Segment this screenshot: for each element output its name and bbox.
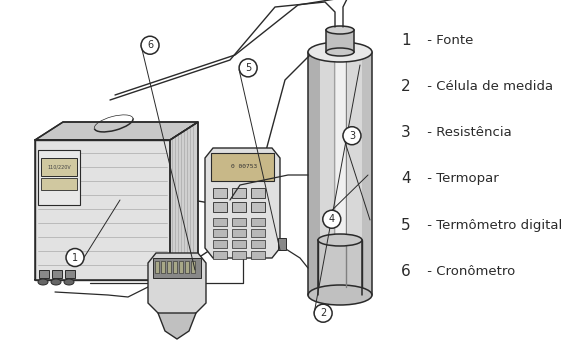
Text: 1: 1 bbox=[72, 253, 78, 262]
Text: 1: 1 bbox=[401, 32, 411, 48]
Circle shape bbox=[66, 248, 84, 267]
Bar bbox=[179, 261, 183, 273]
Circle shape bbox=[314, 304, 332, 322]
Polygon shape bbox=[308, 52, 372, 295]
Text: 5: 5 bbox=[245, 63, 251, 73]
Bar bbox=[41, 158, 77, 176]
Bar bbox=[173, 261, 177, 273]
Bar bbox=[232, 229, 246, 237]
Bar bbox=[211, 153, 274, 181]
Bar bbox=[153, 258, 201, 278]
Polygon shape bbox=[336, 52, 348, 295]
Polygon shape bbox=[170, 122, 198, 280]
Bar bbox=[232, 188, 246, 198]
Polygon shape bbox=[308, 52, 320, 295]
Bar bbox=[52, 270, 62, 278]
Text: - Fonte: - Fonte bbox=[423, 33, 473, 47]
Text: - Cronômetro: - Cronômetro bbox=[423, 265, 515, 278]
Text: 3: 3 bbox=[349, 131, 355, 141]
Circle shape bbox=[323, 210, 341, 228]
Bar bbox=[251, 251, 265, 259]
Circle shape bbox=[141, 36, 159, 54]
Text: 6: 6 bbox=[147, 40, 153, 50]
Ellipse shape bbox=[326, 26, 354, 34]
Bar bbox=[65, 270, 75, 278]
Text: - Resistência: - Resistência bbox=[423, 126, 512, 139]
Bar bbox=[251, 188, 265, 198]
Text: - Termopar: - Termopar bbox=[423, 172, 499, 185]
Circle shape bbox=[239, 59, 257, 77]
Polygon shape bbox=[205, 148, 280, 258]
Polygon shape bbox=[318, 240, 362, 295]
Text: - Célula de medida: - Célula de medida bbox=[423, 80, 553, 93]
Bar bbox=[251, 229, 265, 237]
Text: 0 00753: 0 00753 bbox=[231, 165, 257, 169]
Text: 4: 4 bbox=[401, 171, 411, 187]
Bar bbox=[232, 251, 246, 259]
Polygon shape bbox=[35, 122, 198, 140]
Bar bbox=[251, 218, 265, 226]
Polygon shape bbox=[158, 313, 196, 339]
Ellipse shape bbox=[38, 279, 48, 285]
Bar bbox=[38, 150, 80, 205]
Bar bbox=[167, 261, 171, 273]
Text: 110/220V: 110/220V bbox=[47, 165, 71, 169]
Polygon shape bbox=[362, 52, 372, 295]
Bar bbox=[213, 218, 227, 226]
Bar bbox=[39, 270, 49, 278]
Text: 4: 4 bbox=[329, 214, 335, 224]
Bar bbox=[41, 178, 77, 190]
Text: - Termômetro digital: - Termômetro digital bbox=[423, 219, 562, 232]
Bar bbox=[251, 240, 265, 248]
Text: 6: 6 bbox=[401, 264, 411, 279]
Ellipse shape bbox=[308, 42, 372, 62]
Bar bbox=[232, 240, 246, 248]
Bar bbox=[185, 261, 189, 273]
Ellipse shape bbox=[308, 285, 372, 305]
Bar bbox=[213, 202, 227, 212]
Bar bbox=[155, 261, 159, 273]
Bar bbox=[161, 261, 165, 273]
Ellipse shape bbox=[64, 279, 74, 285]
Bar bbox=[278, 238, 286, 250]
Text: 5: 5 bbox=[401, 218, 411, 233]
Ellipse shape bbox=[51, 279, 61, 285]
Text: 2: 2 bbox=[320, 308, 326, 318]
Text: 3: 3 bbox=[401, 125, 411, 140]
Bar bbox=[213, 251, 227, 259]
Polygon shape bbox=[35, 140, 170, 280]
Ellipse shape bbox=[318, 234, 362, 246]
Bar bbox=[251, 202, 265, 212]
Bar bbox=[213, 188, 227, 198]
Bar bbox=[232, 218, 246, 226]
Bar bbox=[213, 240, 227, 248]
Ellipse shape bbox=[326, 48, 354, 56]
Polygon shape bbox=[148, 253, 206, 321]
Bar bbox=[213, 229, 227, 237]
Bar bbox=[326, 30, 354, 52]
Circle shape bbox=[343, 127, 361, 145]
Text: 2: 2 bbox=[401, 79, 411, 94]
Bar bbox=[191, 261, 195, 273]
Bar bbox=[232, 202, 246, 212]
